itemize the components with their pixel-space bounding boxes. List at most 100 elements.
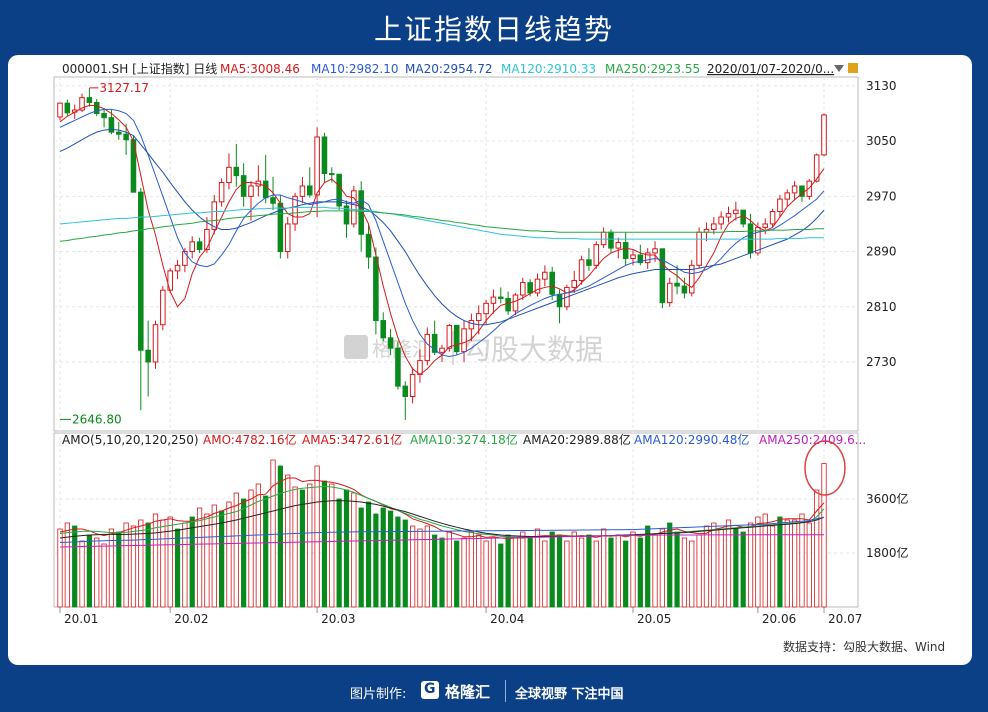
highlight-circle (804, 440, 846, 496)
volume-bar (476, 534, 482, 608)
candle-body (520, 282, 526, 296)
volume-bar (593, 540, 599, 608)
volume-bar (270, 459, 276, 608)
candle-body (762, 223, 769, 228)
logo-text: 格隆汇 (445, 683, 491, 701)
volume-bar (380, 507, 386, 608)
candle-body (64, 102, 71, 114)
candle-body (204, 228, 210, 250)
volume-bar (395, 516, 401, 608)
candle-body (512, 294, 519, 312)
volume-bar (424, 525, 430, 608)
candle-body (299, 185, 306, 197)
candle-body (718, 216, 724, 225)
candle-body (395, 347, 401, 387)
volume-tick-label: 3600亿 (866, 491, 909, 506)
volume-bar (351, 492, 357, 608)
volume-bar (549, 531, 555, 608)
x-tick-label: 20.04 (490, 612, 524, 626)
volume-ma-line-ama20 (59, 500, 825, 539)
volume-bar (101, 543, 107, 608)
candle-body (806, 180, 813, 197)
legend-ma250: MA250:2923.55 (605, 62, 700, 76)
volume-bar (108, 528, 115, 608)
legend-ama120: AMA120:2990.48亿 (634, 432, 749, 447)
volume-bar (299, 489, 306, 608)
price-tick-label: 2730 (866, 355, 897, 369)
volume-bar (417, 528, 423, 608)
volume-bar (248, 489, 254, 608)
candle-body (799, 185, 805, 197)
price-tick-label: 3050 (866, 134, 897, 148)
volume-bar (365, 501, 372, 608)
candle-body (549, 271, 555, 295)
volume-bar (145, 522, 151, 608)
legend-ma20: MA20:2954.72 (405, 62, 493, 76)
volume-bar (762, 513, 768, 608)
volume-bar (219, 510, 225, 608)
volume-bar (292, 486, 298, 608)
candle-body (784, 192, 791, 200)
volume-bar (571, 531, 577, 608)
lock-icon[interactable] (848, 63, 858, 73)
volume-bar (167, 516, 173, 608)
candle-body (600, 231, 607, 246)
ma-line-ma5 (59, 104, 825, 376)
candle-body (417, 360, 423, 375)
volume-bar (769, 525, 776, 608)
candle-body (218, 182, 225, 203)
candle-body (123, 133, 129, 141)
volume-bar (233, 492, 239, 608)
legend-ama10: AMA10:3274.18亿 (410, 432, 518, 447)
volume-bar (696, 534, 702, 608)
volume-bar (432, 534, 438, 608)
volume-bar (534, 528, 541, 608)
volume-tick-label: 1800亿 (866, 545, 909, 560)
volume-bar (358, 507, 364, 608)
volume-bar (211, 504, 217, 608)
volume-bar (711, 522, 717, 608)
volume-bar (784, 519, 790, 608)
candle-body (79, 97, 85, 111)
volume-bar (527, 537, 533, 608)
legend-ma5: MA5:3008.46 (220, 62, 300, 76)
candle-body (747, 223, 754, 254)
candle-body (130, 139, 137, 193)
candle-body (380, 320, 387, 339)
candle-body (240, 175, 247, 197)
volume-bar (410, 525, 416, 608)
dropdown-icon[interactable] (834, 65, 844, 72)
candle-body (644, 252, 651, 264)
x-tick-label: 20.06 (762, 612, 796, 626)
volume-bar (512, 537, 519, 608)
candle-body (666, 282, 673, 304)
volume-bar (630, 531, 636, 608)
volume-bar (86, 534, 92, 608)
volume-bar (645, 525, 651, 608)
date-range[interactable]: 2020/01/07-2020/0... (707, 62, 834, 76)
candle-body (108, 117, 115, 133)
candle-body (387, 337, 394, 349)
volume-bar (652, 534, 658, 608)
annotation-high: 3127.17 (99, 81, 149, 95)
brand-logo: G 格隆汇 (421, 679, 503, 703)
price-frame (53, 76, 859, 432)
volume-bar (174, 528, 181, 608)
volume-bar (792, 519, 798, 608)
volume-bar (94, 537, 100, 608)
volume-bar (556, 534, 563, 608)
volume-bar (601, 528, 607, 608)
volume-bar (255, 483, 261, 608)
candle-body (270, 197, 276, 204)
candle-body (233, 166, 240, 177)
volume-bar (123, 522, 129, 608)
candle-body (534, 278, 541, 294)
candle-body (373, 256, 379, 322)
candle-body (306, 185, 313, 196)
volume-bar (608, 537, 614, 608)
x-tick-label: 20.07 (828, 612, 862, 626)
ma-line-ma250 (59, 210, 824, 242)
candle-body (262, 180, 269, 199)
volume-bar (189, 516, 195, 608)
volume-bar (277, 465, 283, 608)
